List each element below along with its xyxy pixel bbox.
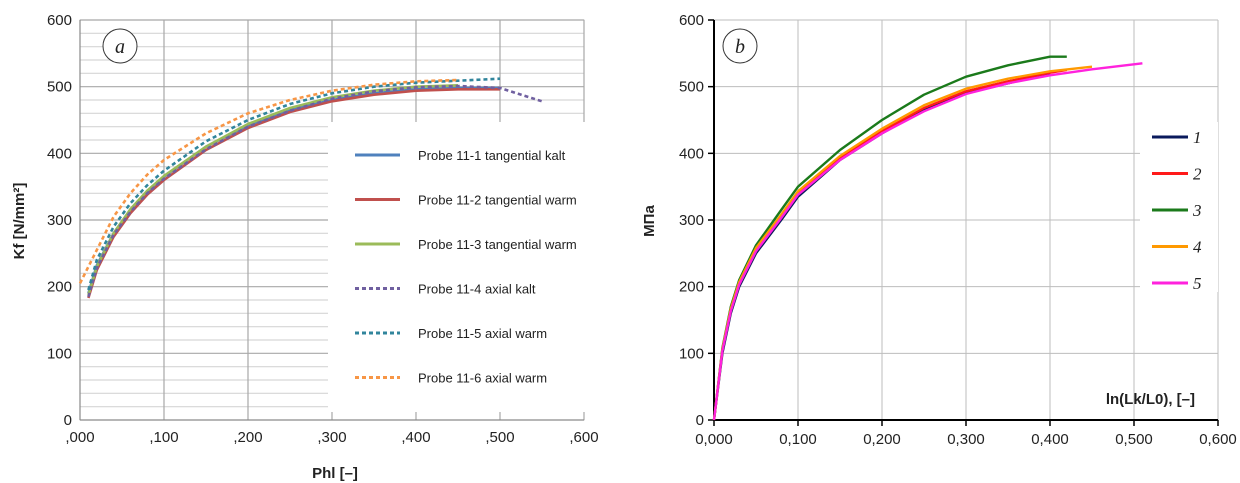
chart-a-y-tick-label: 200 bbox=[47, 279, 72, 296]
chart-b-tag-circle bbox=[722, 28, 758, 64]
chart-b-legend-label: 2 bbox=[1193, 165, 1202, 184]
chart-a-tag-circle bbox=[102, 28, 138, 64]
chart-a-legend-label: Probe 11-1 tangential kalt bbox=[418, 148, 566, 163]
chart-a-y-tick-label: 100 bbox=[47, 345, 72, 362]
chart-b-tag: b bbox=[735, 36, 745, 58]
chart-a-series-line bbox=[87, 84, 543, 298]
chart-a-x-tick-label: ,600 bbox=[569, 429, 598, 446]
chart-b-x-tick-label: 0,600 bbox=[1199, 431, 1237, 448]
chart-a-y-tick-label: 500 bbox=[47, 79, 72, 96]
chart-b-x-tick-label: 0,400 bbox=[1031, 431, 1069, 448]
chart-a-legend-label: Probe 11-5 axial warm bbox=[418, 326, 547, 341]
chart-a-legend-label: Probe 11-2 tangential warm bbox=[418, 193, 577, 208]
chart-a-series bbox=[78, 77, 543, 299]
chart-a-x-tick-label: ,400 bbox=[401, 429, 430, 446]
chart-a-y-tick-label: 600 bbox=[47, 12, 72, 29]
chart-b-legend-label: 5 bbox=[1193, 274, 1202, 293]
chart-b-legend-box bbox=[1140, 122, 1218, 292]
chart-a-ticks: 0 100 200 300 400 500 600 ,000 ,100 ,200 ,300 ,400,… bbox=[47, 12, 599, 446]
chart-a-legend-label: Probe 11-3 tangential warm bbox=[418, 237, 577, 252]
chart-a-x-tick-label: ,200 bbox=[233, 429, 262, 446]
chart-a-ylabel: Kf [N/mm²] bbox=[11, 183, 28, 260]
chart-a-xlabel: Phl [–] bbox=[312, 465, 358, 482]
chart-a-legend-label: Probe 11-4 axial kalt bbox=[418, 282, 536, 297]
chart-b-xlabel: ln(Lk/L0), [–] bbox=[1106, 391, 1195, 408]
chart-b-legend: 1 2 3 4 5 bbox=[1140, 122, 1218, 293]
chart-b-y-tick-label: 200 bbox=[679, 279, 704, 296]
chart-a: 0 100 200 300 400 500 600 ,000 ,100 ,200 ,300 ,400,… bbox=[11, 12, 599, 482]
chart-b-series-line bbox=[712, 62, 1143, 421]
chart-a-x-tick-label: ,300 bbox=[317, 429, 346, 446]
chart-b-x-tick-label: 0,100 bbox=[779, 431, 817, 448]
chart-b-x-tick-label: 0,200 bbox=[863, 431, 901, 448]
chart-b: 0 100 200 300 400 500 600 0,000 0,100 0,200 0,300 0… bbox=[641, 12, 1237, 448]
chart-b-y-tick-label: 600 bbox=[679, 12, 704, 29]
chart-a-y-tick-label: 300 bbox=[47, 212, 72, 229]
chart-a-legend-box bbox=[328, 122, 586, 412]
chart-a-y-tick-label: 400 bbox=[47, 145, 72, 162]
chart-b-grid bbox=[713, 19, 1219, 421]
chart-a-x-tick-label: ,000 bbox=[65, 429, 94, 446]
chart-a-tag: a bbox=[115, 36, 125, 58]
chart-b-x-tick-label: 0,300 bbox=[947, 431, 985, 448]
chart-b-y-tick-label: 400 bbox=[679, 145, 704, 162]
chart-b-legend-label: 1 bbox=[1193, 128, 1202, 147]
chart-a-x-tick-label: ,100 bbox=[149, 429, 178, 446]
chart-a-legend-label: Probe 11-6 axial warm bbox=[418, 371, 547, 386]
chart-a-legend: Probe 11-1 tangential kalt Probe 11-2 tan… bbox=[328, 122, 586, 412]
chart-b-ticks: 0 100 200 300 400 500 600 0,000 0,100 0,200 0,300 0… bbox=[679, 12, 1237, 448]
chart-b-legend-label: 3 bbox=[1192, 201, 1202, 220]
chart-b-ylabel: МПа bbox=[641, 205, 658, 237]
chart-b-y-tick-label: 0 bbox=[696, 412, 704, 429]
chart-a-x-tick-label: ,500 bbox=[485, 429, 514, 446]
chart-a-y-tick-label: 0 bbox=[64, 412, 72, 429]
chart-b-x-tick-label: 0,500 bbox=[1115, 431, 1153, 448]
chart-a-series-line bbox=[87, 77, 501, 291]
chart-b-y-tick-label: 300 bbox=[679, 212, 704, 229]
chart-b-series bbox=[712, 55, 1143, 421]
chart-b-y-tick-label: 100 bbox=[679, 345, 704, 362]
chart-b-y-tick-label: 500 bbox=[679, 79, 704, 96]
chart-b-legend-label: 4 bbox=[1193, 238, 1202, 257]
chart-b-x-tick-label: 0,000 bbox=[695, 431, 733, 448]
